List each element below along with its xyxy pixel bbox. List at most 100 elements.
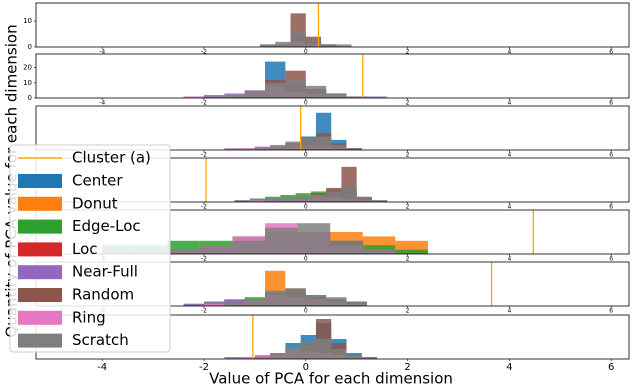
legend-label: Scratch bbox=[72, 331, 129, 349]
x-tick-label: -2 bbox=[201, 308, 207, 315]
x-tick-label: 0 bbox=[304, 100, 308, 107]
y-tick-label: 10 bbox=[23, 79, 32, 87]
histogram-bar bbox=[331, 144, 347, 150]
legend-label: Loc bbox=[72, 240, 98, 258]
histogram-bar bbox=[285, 347, 301, 359]
x-tick-label: 6 bbox=[609, 256, 613, 263]
axes-frame bbox=[35, 53, 630, 99]
histogram-bar bbox=[346, 301, 367, 306]
x-tick-label: 0 bbox=[304, 204, 308, 211]
histogram-bar bbox=[326, 191, 342, 202]
histogram-bar bbox=[265, 290, 286, 306]
histogram-bar bbox=[244, 90, 266, 98]
histogram-bar bbox=[265, 200, 281, 202]
x-tick-label: -2 bbox=[201, 256, 207, 263]
legend-swatch bbox=[18, 310, 62, 325]
x-tick-label: 4 bbox=[507, 49, 511, 56]
x-tick-label: 6 bbox=[609, 100, 613, 107]
histogram-bar bbox=[270, 144, 286, 150]
histogram-bar bbox=[183, 96, 204, 98]
histogram-bar bbox=[249, 200, 266, 202]
y-tick-label: 0 bbox=[28, 43, 32, 51]
x-tick-label: 4 bbox=[507, 152, 511, 159]
histogram-bar bbox=[362, 249, 396, 254]
axes-frame bbox=[35, 2, 630, 48]
legend-label: Random bbox=[72, 286, 134, 304]
x-tick-label: 2 bbox=[406, 256, 410, 263]
x-tick-label: -2 bbox=[201, 152, 207, 159]
histogram-bar bbox=[366, 96, 388, 98]
x-tick-label: -2 bbox=[201, 100, 207, 107]
histogram-bar bbox=[224, 148, 240, 150]
x-tick-label: 2 bbox=[406, 100, 410, 107]
histogram-bar bbox=[326, 93, 347, 98]
histogram-bar bbox=[183, 303, 204, 306]
histogram-bar bbox=[346, 148, 362, 150]
x-tick-label: -4 bbox=[99, 49, 105, 56]
legend-swatch bbox=[18, 174, 62, 188]
legend-swatch bbox=[18, 242, 62, 257]
legend-swatch bbox=[18, 333, 62, 348]
y-tick-label: 0 bbox=[28, 94, 32, 102]
x-tick-label: -2 bbox=[199, 362, 209, 373]
histogram-bar bbox=[361, 357, 378, 359]
histogram-bar bbox=[295, 196, 311, 202]
histogram-bar bbox=[395, 249, 428, 254]
histogram-bar bbox=[336, 44, 352, 47]
histogram-bar bbox=[305, 39, 322, 47]
histogram-bar bbox=[371, 200, 388, 202]
legend-swatch bbox=[18, 196, 62, 211]
x-tick-label: 6 bbox=[608, 362, 614, 373]
axes-frame bbox=[35, 105, 630, 151]
x-tick-label: 0 bbox=[304, 256, 308, 263]
histogram-bar bbox=[300, 341, 316, 359]
histogram-bar bbox=[346, 355, 362, 359]
legend-label: Near-Full bbox=[72, 263, 138, 281]
x-tick-label: 4 bbox=[506, 362, 512, 373]
histogram-bar bbox=[346, 96, 367, 98]
histogram-bar bbox=[232, 240, 266, 254]
histogram-bar bbox=[199, 245, 233, 254]
histogram-bar bbox=[331, 349, 347, 359]
x-tick-label: 6 bbox=[609, 49, 613, 56]
x-tick-label: 0 bbox=[304, 308, 308, 315]
histogram-bar bbox=[321, 44, 337, 47]
histogram-bar bbox=[167, 249, 200, 254]
histogram-bar bbox=[305, 295, 327, 306]
histogram-bar bbox=[270, 353, 286, 359]
x-tick-label: 2 bbox=[406, 204, 410, 211]
legend-label: Cluster (a) bbox=[72, 149, 151, 167]
x-tick-label: -2 bbox=[201, 204, 207, 211]
histogram-bar bbox=[330, 240, 363, 254]
histogram-bar bbox=[249, 198, 266, 202]
x-tick-label: 4 bbox=[507, 204, 511, 211]
histogram-bar bbox=[239, 357, 255, 359]
histogram-bar bbox=[265, 198, 281, 202]
histogram-bar bbox=[285, 141, 301, 150]
x-tick-label: 4 bbox=[507, 100, 511, 107]
legend-label: Center bbox=[72, 172, 123, 190]
legend-swatch bbox=[18, 288, 62, 302]
x-tick-label: 2 bbox=[404, 362, 410, 373]
x-tick-label: 6 bbox=[609, 308, 613, 315]
histogram-bar bbox=[326, 297, 347, 306]
histogram-bar bbox=[244, 299, 266, 306]
histogram-bar bbox=[280, 198, 296, 202]
legend-swatch bbox=[18, 265, 62, 280]
histogram-bar bbox=[300, 138, 316, 150]
histogram-bar bbox=[224, 299, 245, 306]
legend-label: Ring bbox=[72, 308, 106, 326]
histogram-bar bbox=[265, 82, 286, 98]
y-tick-label: 10 bbox=[23, 17, 32, 25]
histogram-bar bbox=[356, 198, 372, 202]
histogram-bar bbox=[310, 194, 327, 202]
histogram-bar bbox=[297, 223, 331, 254]
histogram-bar bbox=[259, 44, 276, 47]
y-tick-label: 20 bbox=[23, 64, 32, 72]
histogram-bar bbox=[203, 96, 225, 98]
histogram-bar bbox=[254, 357, 271, 359]
x-tick-label: 2 bbox=[406, 152, 410, 159]
histogram-bar bbox=[254, 148, 271, 150]
histogram-bar bbox=[224, 94, 245, 98]
